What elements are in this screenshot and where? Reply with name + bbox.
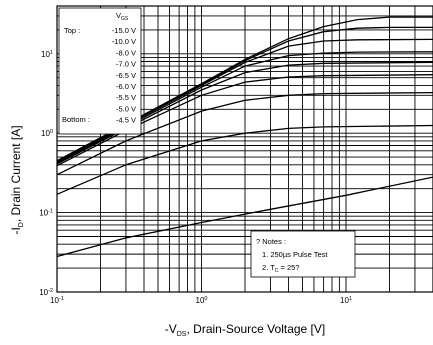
notes-box [250, 230, 356, 278]
y-tick-base: 10 [41, 129, 50, 138]
legend-entry: -15.0 V [112, 26, 136, 35]
x-tick-label: 10-1 [50, 296, 64, 305]
y-axis-title: -ID, Drain Current [A] [9, 125, 25, 234]
notes-item-2-suffix: = 25? [278, 263, 299, 272]
legend-entry: -6.5 V [116, 71, 136, 80]
x-axis-title-sub: DS [177, 331, 187, 338]
plot-frame [56, 5, 433, 293]
y-tick-exp: 1 [50, 50, 53, 56]
notes-item-2-sub: C [275, 268, 279, 274]
notes-title: ? Notes : [256, 237, 286, 246]
x-tick-base: 10 [50, 296, 59, 305]
y-tick-label: 10-1 [39, 209, 53, 218]
y-axis-title-suffix: , Drain Current [A] [9, 125, 23, 222]
legend-entry: -5.5 V [116, 93, 136, 102]
legend-header: VGS [116, 11, 129, 22]
legend-entry: -5.0 V [116, 104, 136, 113]
legend-header-sub: GS [121, 16, 129, 22]
y-tick-label: 101 [41, 50, 53, 59]
y-tick-exp: 0 [50, 129, 53, 135]
y-tick-exp: -2 [48, 288, 53, 294]
notes-box-group: ? Notes : 1. 250µs Pulse Test 2. TC = 25… [250, 230, 356, 278]
legend-box [58, 7, 142, 135]
curve-2 [56, 26, 433, 163]
legend-entry: -6.0 V [116, 82, 136, 91]
legend-entry: -8.0 V [116, 48, 136, 57]
legend-entry: -4.5 V [116, 116, 136, 125]
y-tick-base: 10 [39, 288, 48, 297]
x-tick-exp: 1 [349, 296, 352, 302]
curve-7 [56, 91, 433, 176]
y-axis-title-prefix: -I [9, 227, 23, 234]
y-tick-base: 10 [41, 50, 50, 59]
y-tick-label: 10-2 [39, 288, 53, 297]
x-axis-title-suffix: , Drain-Source Voltage [V] [186, 322, 325, 336]
y-axis-title-sub: D [18, 222, 25, 227]
x-axis-title-prefix: -V [165, 322, 177, 336]
x-tick-base: 10 [196, 296, 205, 305]
legend-entry: -10.0 V [112, 37, 136, 46]
notes-item-1: 1. 250µs Pulse Test [262, 250, 328, 259]
x-tick-label: 101 [340, 296, 352, 305]
x-tick-exp: -1 [59, 296, 64, 302]
y-tick-exp: -1 [48, 209, 53, 215]
legend-entry: -7.0 V [116, 60, 136, 69]
legend: VGS Top : Bottom : -15.0 V-10.0 V-8.0 V-… [58, 7, 142, 135]
x-axis-title: -VDS, Drain-Source Voltage [V] [165, 322, 325, 338]
notes-item-2-prefix: 2. T [262, 263, 275, 272]
y-tick-base: 10 [39, 209, 48, 218]
x-tick-exp: 0 [204, 296, 207, 302]
x-tick-label: 100 [196, 296, 208, 305]
y-tick-label: 100 [41, 129, 53, 138]
notes-item-2: 2. TC = 25? [262, 263, 299, 274]
curve-9 [56, 176, 433, 258]
legend-entries: -15.0 V -10.0 V -8.0 V -7.0 V -6.5 V -6.0 V -5… [112, 26, 136, 125]
legend-bottom-label: Bottom : [62, 115, 90, 124]
x-tick-base: 10 [340, 296, 349, 305]
legend-top-label: Top : [64, 26, 80, 35]
legend-header-text: V [116, 11, 121, 20]
curve-8 [56, 124, 433, 195]
